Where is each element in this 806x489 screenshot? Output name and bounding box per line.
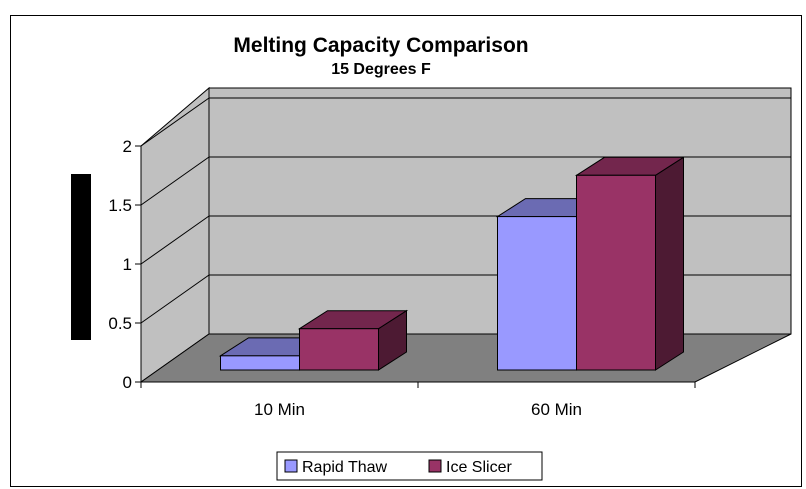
chart-subtitle: 15 Degrees F <box>331 61 431 78</box>
side-wall <box>140 86 210 383</box>
legend: Rapid Thaw Ice Slicer <box>276 451 543 481</box>
x-axis: 10 Min 60 Min <box>140 381 696 419</box>
bar-front-ice-slicer-10-min <box>299 328 379 371</box>
gridline-side-1 <box>140 274 210 324</box>
x-tick-label-1: 60 Min <box>531 400 582 419</box>
gridline-side-4 <box>140 97 210 147</box>
gridline-side-3 <box>140 156 210 206</box>
bar-front-rapid-thaw-10-min <box>220 355 300 371</box>
y-tick-label-0: 0 <box>123 373 132 392</box>
legend-label-rapid-thaw: Rapid Thaw <box>302 459 388 476</box>
bar-ice-slicer-10-min <box>297 309 409 371</box>
chart-title: Melting Capacity Comparison <box>233 34 528 57</box>
y-tick-label-2: 1 <box>123 255 132 274</box>
bar-ice-slicer-60-min <box>574 156 686 371</box>
bar-front-rapid-thaw-60-min <box>497 216 577 371</box>
gridline-side-2 <box>140 215 210 265</box>
legend-label-ice-slicer: Ice Slicer <box>446 459 512 476</box>
x-tick-label-0: 10 Min <box>254 400 305 419</box>
bar-front-ice-slicer-60-min <box>576 174 656 371</box>
chart-svg: Melting Capacity Comparison 15 Degrees F… <box>71 34 792 481</box>
chart-frame: Melting Capacity Comparison 15 Degrees F… <box>10 15 802 487</box>
y-tick-label-4: 2 <box>123 137 132 156</box>
y-tick-label-1: 0.5 <box>108 314 132 333</box>
y-tick-label-3: 1.5 <box>108 196 132 215</box>
legend-swatch-rapid-thaw <box>284 459 298 473</box>
y-axis: 0 0.5 1 1.5 2 <box>108 137 142 392</box>
legend-swatch-ice-slicer <box>428 459 442 473</box>
bars <box>218 156 686 371</box>
bar-side-ice-slicer-60-min <box>655 156 684 371</box>
y-axis-label-bar <box>71 174 91 340</box>
legend-box <box>276 451 543 481</box>
